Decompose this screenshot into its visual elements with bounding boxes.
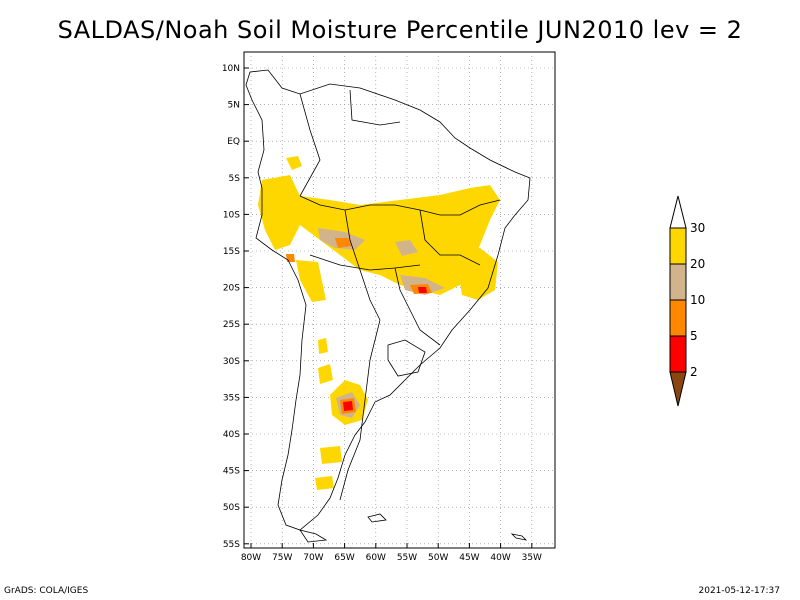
lat-tick-label: 40S — [223, 430, 240, 440]
colorbar: 2 5 10 20 30 — [669, 195, 705, 407]
border-i — [387, 339, 426, 377]
colorbar-label: 20 — [690, 257, 705, 271]
shade-20-30-central — [300, 185, 500, 295]
border-f — [349, 89, 401, 126]
colorbar-label: 10 — [690, 293, 705, 307]
shade-20-30-nw — [286, 156, 302, 170]
border-j — [339, 319, 381, 501]
colorbar-bin-3 — [669, 263, 687, 301]
colorbar-label: 5 — [690, 329, 698, 343]
colorbar-above-triangle — [669, 195, 687, 229]
colorbar-bin-2 — [669, 299, 687, 337]
lon-tick-label: 75W — [272, 553, 292, 563]
lon-tick-label: 45W — [459, 553, 479, 563]
lat-tick-label: 5N — [228, 101, 240, 111]
lat-tick-label: EQ — [227, 137, 240, 147]
colorbar-labels: 2 5 10 20 30 — [690, 221, 705, 379]
lon-tick-label: 50W — [428, 553, 448, 563]
lon-tick-label: 35W — [522, 553, 542, 563]
lon-tick-label: 55W — [397, 553, 417, 563]
lat-tick-label: 10S — [223, 210, 240, 220]
shade-5-10-a — [335, 238, 352, 248]
lat-tick-label: 15S — [223, 247, 240, 257]
colorbar-label: 2 — [690, 365, 698, 379]
shade-2-5-a — [418, 287, 427, 293]
lat-tick-label: 55S — [223, 540, 240, 550]
plot-frame — [243, 51, 556, 549]
lat-tick-label: 45S — [223, 467, 240, 477]
border-h — [440, 199, 501, 216]
colorbar-bin-4 — [669, 227, 687, 265]
coastline-and-borders — [245, 69, 531, 543]
colorbar-bin-1 — [669, 335, 687, 373]
border-e — [299, 93, 321, 197]
island-east — [510, 533, 528, 541]
shade-2-5-pampas — [343, 401, 353, 411]
island-falklands — [367, 513, 387, 523]
border-c — [344, 209, 381, 321]
lat-tick-label: 10N — [222, 64, 240, 74]
lon-tick-label: 80W — [241, 553, 261, 563]
shade-20-30-andes — [296, 260, 326, 302]
border-g — [419, 209, 481, 266]
shade-5-10-c — [286, 254, 295, 262]
shade-20-30-sw1 — [318, 338, 328, 354]
lat-tick-label: 50S — [223, 503, 240, 513]
lat-tick-label: 35S — [223, 393, 240, 403]
lat-tick-label: 25S — [223, 320, 240, 330]
lat-tick-label: 20S — [223, 284, 240, 294]
lon-tick-label: 70W — [303, 553, 323, 563]
axis-ticks: 10N 5N EQ 5S 10S 15S 20S 25S 30S 35S 40S 45S 50S 55S8… — [222, 64, 542, 563]
footer-credit: GrADS: COLA/IGES — [4, 586, 89, 596]
shade-20-30-east — [455, 248, 498, 300]
border-d — [394, 267, 441, 346]
south-america-coastline — [245, 69, 531, 531]
border-b — [309, 254, 421, 271]
shade-10-20-c — [395, 240, 418, 256]
lon-tick-label: 40W — [490, 553, 510, 563]
lon-tick-label: 60W — [366, 553, 386, 563]
footer-timestamp: 2021-05-12-17:37 — [698, 586, 781, 596]
colorbar-label: 30 — [690, 221, 705, 235]
grid-lines — [244, 52, 555, 548]
shade-20-30-sw2 — [318, 364, 333, 384]
lat-tick-label: 30S — [223, 357, 240, 367]
lat-tick-label: 5S — [229, 174, 241, 184]
island-tierra — [299, 529, 328, 543]
shade-20-30-pat2 — [315, 476, 334, 490]
shade-20-30-west — [258, 175, 300, 250]
shade-20-30-pat1 — [320, 446, 342, 464]
lon-tick-label: 65W — [334, 553, 354, 563]
percentile-shading — [258, 156, 500, 490]
map-title: SALDAS/Noah Soil Moisture Percentile JUN… — [57, 16, 743, 44]
colorbar-below-triangle — [669, 371, 687, 407]
